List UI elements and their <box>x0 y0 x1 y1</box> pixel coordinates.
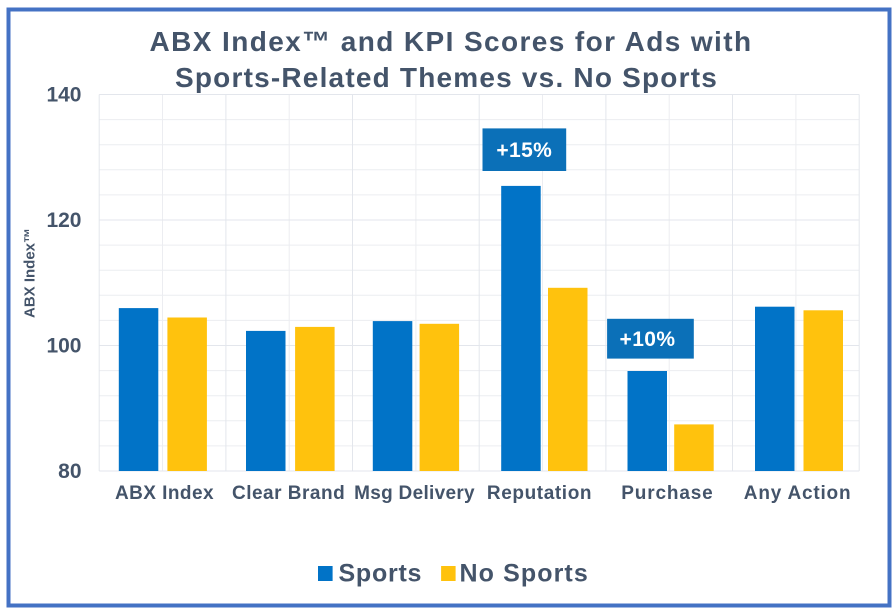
svg-text:+15%: +15% <box>496 139 552 162</box>
svg-text:Clear Brand: Clear Brand <box>232 483 345 504</box>
svg-text:Sports: Sports <box>339 560 423 588</box>
svg-text:ABX Index™: ABX Index™ <box>22 228 39 318</box>
svg-text:+10%: +10% <box>620 328 676 351</box>
svg-text:120: 120 <box>46 209 81 232</box>
svg-text:ABX Index™ and KPI Scores for: ABX Index™ and KPI Scores for Ads with <box>150 26 753 57</box>
svg-text:140: 140 <box>46 84 81 107</box>
svg-text:80: 80 <box>58 460 81 483</box>
svg-text:Reputation: Reputation <box>487 483 592 504</box>
svg-text:Msg Delivery: Msg Delivery <box>354 483 475 504</box>
svg-text:Any Action: Any Action <box>744 483 852 504</box>
svg-text:No Sports: No Sports <box>460 560 589 588</box>
svg-text:Sports-Related Themes vs. No S: Sports-Related Themes vs. No Sports <box>175 62 718 93</box>
svg-text:ABX Index: ABX Index <box>115 483 214 504</box>
svg-text:Purchase: Purchase <box>621 483 713 504</box>
svg-text:100: 100 <box>46 335 81 358</box>
